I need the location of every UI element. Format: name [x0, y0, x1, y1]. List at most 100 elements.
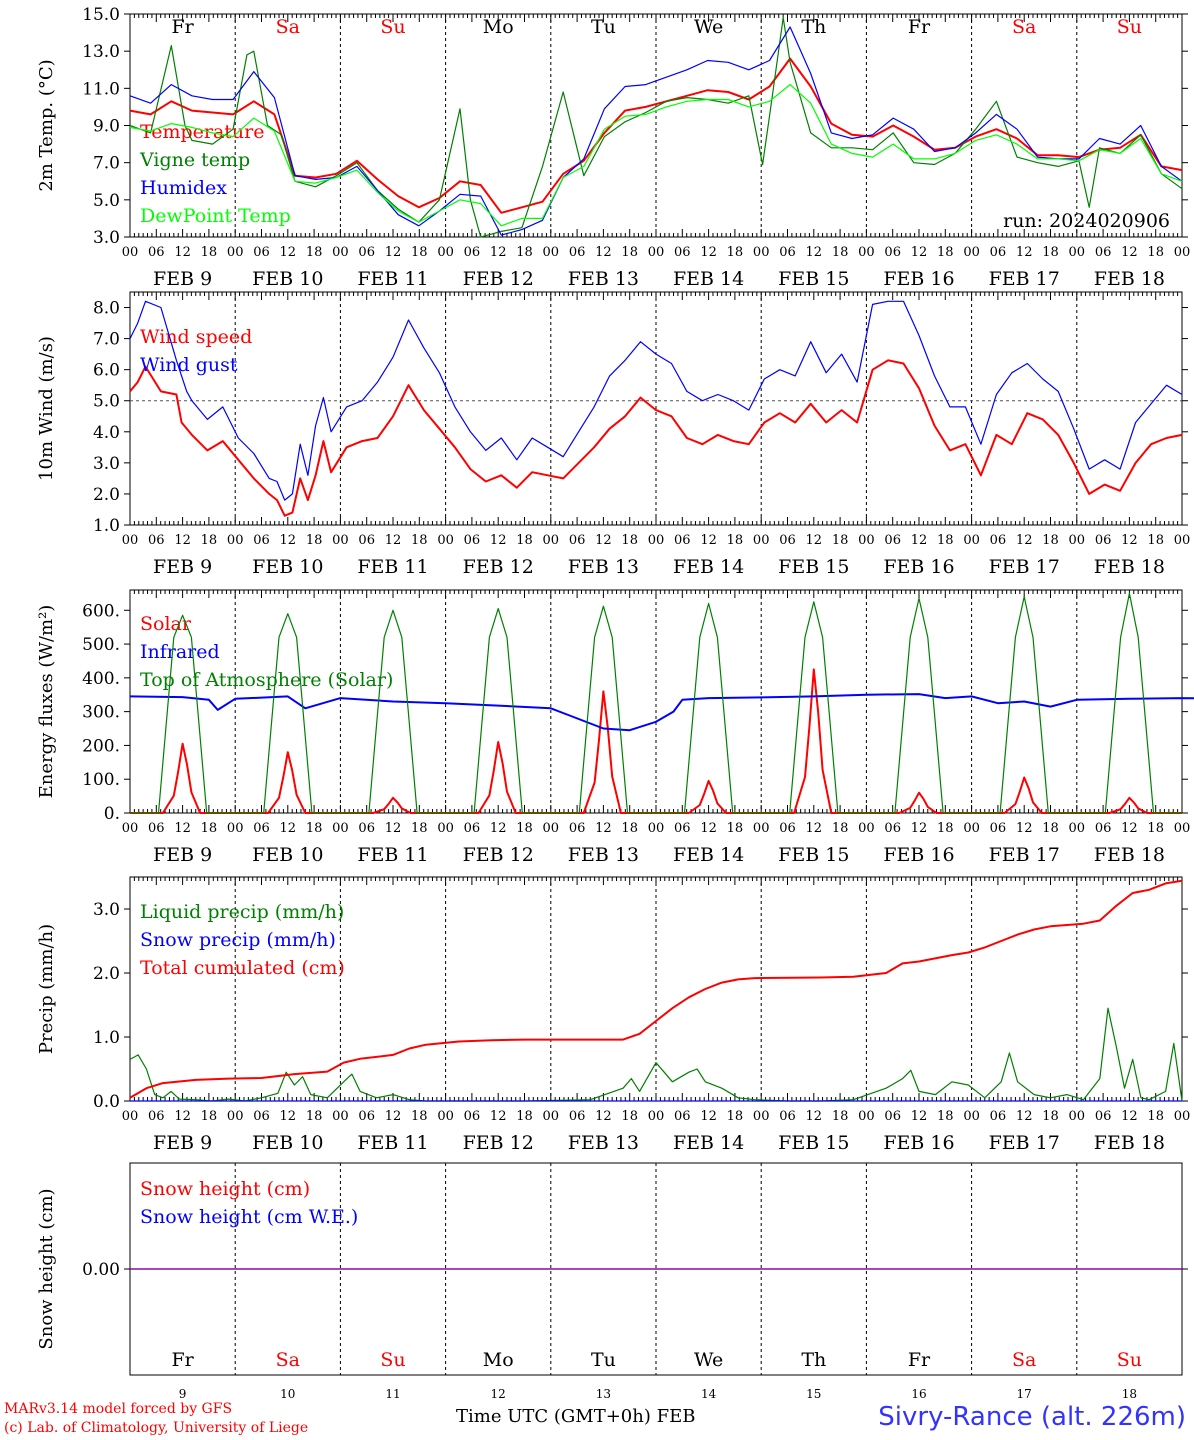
y-tick-label: 2.0: [93, 964, 120, 984]
plot-frame-0: [129, 13, 1183, 238]
hour-tick-label: 00: [648, 245, 665, 260]
hour-tick-label: 18: [1042, 533, 1059, 548]
hour-tick-label: 06: [569, 533, 586, 548]
hour-tick-label: 00: [648, 533, 665, 548]
hour-tick-label: 00: [753, 533, 770, 548]
date-number: 15: [806, 1387, 821, 1401]
hour-tick-label: 18: [832, 533, 849, 548]
hour-tick-label: 12: [174, 245, 191, 260]
hour-tick-label: 18: [516, 1109, 533, 1124]
y-axis-label: Energy fluxes (W/m²): [36, 605, 57, 799]
hour-tick-label: 12: [1121, 821, 1138, 836]
hour-tick-label: 12: [595, 821, 612, 836]
hour-tick-label: 18: [306, 821, 323, 836]
y-tick-label: 4.0: [93, 423, 120, 443]
hour-tick-label: 18: [727, 821, 744, 836]
date-label: FEB 10: [252, 844, 323, 866]
legend-entry: Infrared: [140, 641, 220, 663]
hour-tick-label: 12: [806, 245, 823, 260]
legend-entry: Humidex: [140, 177, 227, 199]
hour-tick-label: 06: [148, 821, 165, 836]
y-axis-label: 2m Temp. (°C): [36, 59, 57, 191]
hour-tick-label: 18: [1042, 245, 1059, 260]
hour-tick-label: 06: [1095, 245, 1112, 260]
lab-credit: (c) Lab. of Climatology, University of L…: [4, 1420, 309, 1436]
date-label: FEB 13: [568, 268, 639, 290]
legend-entry: Solar: [140, 613, 192, 635]
hour-tick-label: 18: [201, 533, 218, 548]
y-tick-label: 500.: [82, 635, 120, 655]
y-tick-label: 400.: [82, 669, 120, 689]
hour-tick-label: 12: [911, 1109, 928, 1124]
hour-tick-label: 06: [884, 821, 901, 836]
hour-tick-label: 00: [332, 245, 349, 260]
date-number: 13: [596, 1387, 611, 1401]
date-label: FEB 15: [778, 556, 849, 578]
hour-tick-label: 00: [332, 1109, 349, 1124]
hour-tick-label: 06: [358, 245, 375, 260]
date-number: 17: [1017, 1387, 1032, 1401]
date-label: FEB 11: [357, 1132, 428, 1154]
day-name-bottom: Th: [801, 1349, 826, 1371]
date-label: FEB 10: [252, 1132, 323, 1154]
y-tick-label: 0.: [104, 804, 120, 824]
y-tick-label: 7.0: [93, 154, 120, 174]
day-name-top: Su: [1117, 16, 1142, 38]
hour-tick-label: 12: [911, 245, 928, 260]
hour-tick-label: 18: [1042, 1109, 1059, 1124]
hour-tick-label: 18: [411, 245, 428, 260]
date-label: FEB 18: [1094, 844, 1165, 866]
date-label: FEB 17: [989, 844, 1060, 866]
legend-entry: Vigne temp: [139, 149, 250, 171]
date-label: FEB 12: [463, 556, 534, 578]
y-tick-label: 11.0: [82, 79, 120, 99]
y-tick-label: 200.: [82, 736, 120, 756]
hour-tick-label: 00: [437, 821, 454, 836]
hour-tick-label: 06: [148, 245, 165, 260]
hour-tick-label: 12: [385, 245, 402, 260]
hour-tick-label: 06: [884, 1109, 901, 1124]
date-label: FEB 15: [778, 844, 849, 866]
hour-tick-label: 18: [727, 1109, 744, 1124]
hour-tick-label: 06: [464, 533, 481, 548]
hour-tick-label: 00: [227, 245, 244, 260]
hour-tick-label: 06: [1095, 1109, 1112, 1124]
hour-tick-label: 12: [1016, 245, 1033, 260]
y-tick-label: 0.00: [82, 1260, 120, 1280]
date-label: FEB 16: [883, 268, 954, 290]
hour-tick-label: 12: [174, 821, 191, 836]
hour-tick-label: 12: [490, 821, 507, 836]
hour-tick-label: 12: [595, 1109, 612, 1124]
hour-tick-label: 00: [122, 1109, 139, 1124]
hour-tick-label: 12: [280, 821, 297, 836]
y-tick-label: 5.0: [93, 191, 120, 211]
hour-tick-label: 06: [148, 1109, 165, 1124]
date-label: FEB 11: [357, 268, 428, 290]
day-name-bottom: We: [694, 1349, 723, 1371]
hour-tick-label: 06: [884, 533, 901, 548]
hour-tick-label: 18: [516, 533, 533, 548]
date-label: FEB 13: [568, 1132, 639, 1154]
hour-tick-label: 00: [437, 533, 454, 548]
y-axis-label: 10m Wind (m/s): [36, 336, 57, 481]
day-name-top: Sa: [276, 16, 300, 38]
y-tick-label: 1.0: [93, 516, 120, 536]
hour-tick-label: 18: [937, 533, 954, 548]
hour-tick-label: 18: [832, 245, 849, 260]
hour-tick-label: 06: [253, 245, 270, 260]
date-label: FEB 10: [252, 268, 323, 290]
hour-tick-label: 06: [569, 821, 586, 836]
hour-tick-label: 18: [306, 245, 323, 260]
hour-tick-label: 06: [148, 533, 165, 548]
hour-tick-label: 00: [227, 821, 244, 836]
date-label: FEB 14: [673, 844, 744, 866]
hour-tick-label: 12: [806, 821, 823, 836]
hour-tick-label: 12: [1121, 533, 1138, 548]
day-name-bottom: Tu: [591, 1349, 616, 1371]
hour-tick-label: 06: [253, 533, 270, 548]
hour-tick-label: 18: [727, 245, 744, 260]
hour-tick-label: 06: [990, 821, 1007, 836]
date-label: FEB 17: [989, 556, 1060, 578]
hour-tick-label: 00: [648, 821, 665, 836]
hour-tick-label: 06: [253, 821, 270, 836]
